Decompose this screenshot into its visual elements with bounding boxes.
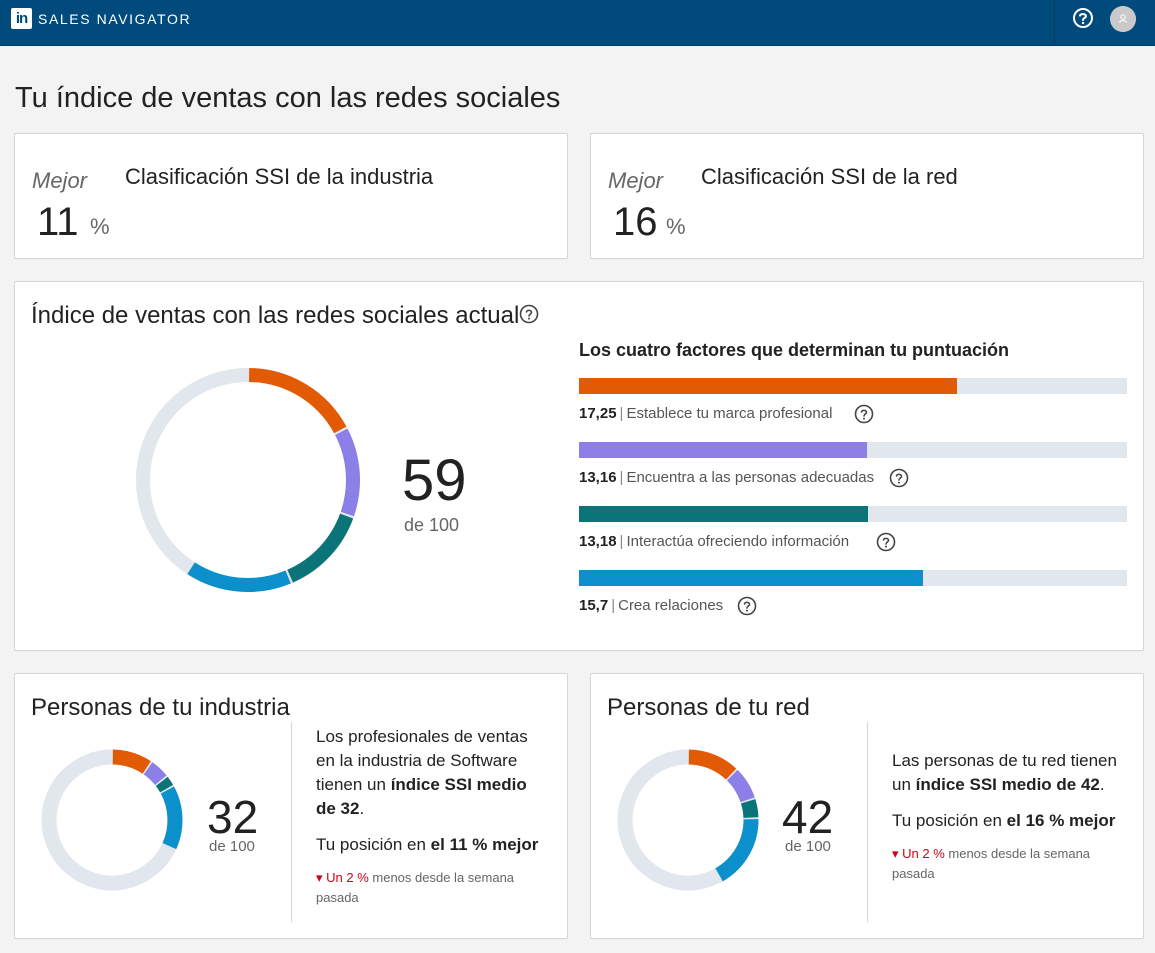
factor-label-row: 15,7 | Crea relaciones bbox=[579, 597, 724, 614]
factor-label: Encuentra a las personas adecuadas bbox=[626, 469, 875, 486]
factor-label-row: 13,16 | Encuentra a las personas adecuadas bbox=[579, 469, 875, 486]
header-divider bbox=[1054, 0, 1055, 46]
brand-name[interactable]: SALES NAVIGATOR bbox=[38, 11, 192, 27]
rank-unit: % bbox=[666, 214, 686, 239]
linkedin-logo[interactable]: in bbox=[11, 8, 32, 29]
down-arrow-icon: ▾ bbox=[316, 870, 327, 885]
donut-segment bbox=[143, 762, 167, 786]
help-icon[interactable] bbox=[1072, 7, 1094, 29]
page-title: Tu índice de ventas con las redes social… bbox=[15, 82, 561, 114]
help-icon[interactable] bbox=[519, 304, 539, 324]
divider bbox=[291, 722, 292, 922]
rank-label: Mejor bbox=[32, 168, 88, 193]
rank-value: 11 bbox=[37, 200, 79, 244]
donut-segment bbox=[715, 819, 759, 882]
network-donut-chart bbox=[617, 749, 759, 891]
industry-rank-card: Mejor 11 % Clasificación SSI de la indus… bbox=[14, 133, 568, 259]
help-icon[interactable] bbox=[737, 596, 757, 616]
factor-bar-track bbox=[579, 570, 1127, 586]
factor-bar-track bbox=[579, 378, 1127, 394]
donut-segment bbox=[187, 562, 291, 592]
donut-segment bbox=[248, 368, 347, 434]
down-arrow-icon: ▾ bbox=[892, 846, 903, 861]
factor-value: 17,25 bbox=[579, 405, 617, 422]
industry-score-max: de 100 bbox=[209, 838, 255, 855]
rank-title: Clasificación SSI de la industria bbox=[125, 164, 434, 189]
factor-bar-fill bbox=[579, 506, 868, 522]
donut-segment bbox=[688, 749, 737, 780]
network-rank-card: Mejor 16 % Clasificación SSI de la red bbox=[590, 133, 1144, 259]
factor-label: Crea relaciones bbox=[618, 597, 724, 614]
current-ssi-card bbox=[14, 281, 1144, 651]
factor-value: 15,7 bbox=[579, 597, 609, 614]
network-position: Tu posición en el 16 % mejor bbox=[892, 811, 1116, 830]
industry-trend: ▾ Un 2 % menos desde la semana pasada bbox=[316, 870, 515, 905]
network-score-max: de 100 bbox=[785, 838, 831, 855]
factor-label-row: 17,25 | Establece tu marca profesional bbox=[579, 405, 833, 422]
rank-unit: % bbox=[90, 214, 110, 239]
industry-score: 32 bbox=[207, 791, 259, 843]
factors-title: Los cuatro factores que determinan tu pu… bbox=[579, 340, 1010, 360]
donut-segment bbox=[112, 749, 151, 774]
factor-label-row: 13,18 | Interactúa ofreciendo información bbox=[579, 533, 850, 550]
network-description: Las personas de tu red tienen un índice … bbox=[892, 751, 1117, 794]
factor-bar-track bbox=[579, 506, 1127, 522]
factor-bar-fill bbox=[579, 378, 958, 394]
avatar[interactable] bbox=[1110, 6, 1136, 32]
top-navigation-bar: in SALES NAVIGATOR bbox=[0, 0, 1155, 46]
factor-bar-track bbox=[579, 442, 1127, 458]
help-icon[interactable] bbox=[854, 404, 874, 424]
industry-people-title: Personas de tu industria bbox=[31, 694, 290, 721]
factor-label: Establece tu marca profesional bbox=[626, 405, 833, 422]
network-people-title: Personas de tu red bbox=[607, 694, 810, 721]
industry-description: Los profesionales de ventas en la indust… bbox=[316, 727, 528, 818]
help-icon[interactable] bbox=[889, 468, 909, 488]
current-ssi-title: Índice de ventas con las redes sociales … bbox=[31, 302, 520, 329]
donut-segment bbox=[726, 769, 755, 803]
ssi-donut-chart bbox=[136, 368, 360, 592]
rank-value: 16 bbox=[613, 200, 658, 244]
donut-segment bbox=[740, 799, 759, 819]
donut-segment bbox=[160, 786, 183, 850]
rank-title: Clasificación SSI de la red bbox=[701, 164, 958, 189]
divider bbox=[867, 722, 868, 922]
ssi-score: 59 bbox=[402, 448, 467, 513]
factor-bar-fill bbox=[579, 570, 924, 586]
ssi-score-max: de 100 bbox=[404, 515, 460, 535]
rank-label: Mejor bbox=[608, 168, 664, 193]
donut-segment bbox=[334, 428, 360, 517]
industry-donut-chart bbox=[41, 749, 183, 891]
industry-position: Tu posición en el 11 % mejor bbox=[316, 835, 539, 854]
factor-label: Interactúa ofreciendo información bbox=[626, 533, 850, 550]
factor-value: 13,18 bbox=[579, 533, 617, 550]
network-trend: ▾ Un 2 % menos desde la semana pasada bbox=[892, 846, 1091, 881]
donut-segment bbox=[287, 513, 354, 583]
help-icon[interactable] bbox=[876, 532, 896, 552]
donut-segment bbox=[155, 776, 174, 793]
factor-bar-fill bbox=[579, 442, 868, 458]
network-score: 42 bbox=[782, 791, 834, 843]
factor-value: 13,16 bbox=[579, 469, 617, 486]
